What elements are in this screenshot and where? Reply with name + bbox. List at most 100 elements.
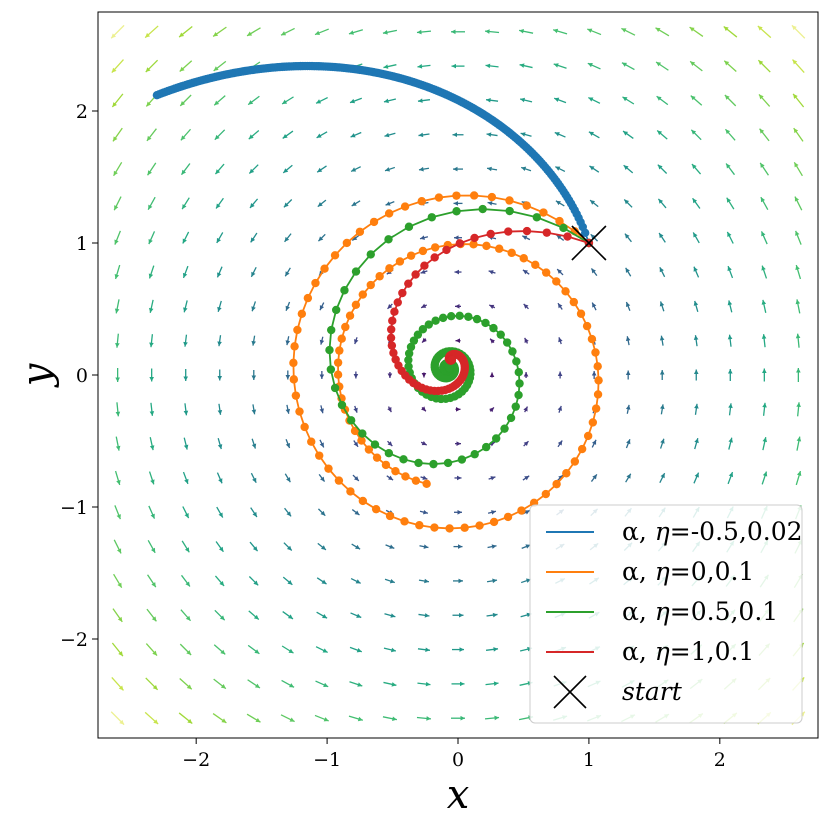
field-arrow (727, 368, 733, 382)
field-arrow (791, 24, 806, 39)
field-arrow (282, 130, 294, 139)
field-arrow (694, 438, 699, 450)
field-arrow (656, 95, 669, 106)
field-arrow (725, 163, 736, 176)
field-arrow (418, 613, 430, 618)
field-arrow (659, 266, 666, 278)
series-point (422, 479, 431, 489)
x-tick-label: 2 (714, 749, 726, 771)
field-arrow (487, 544, 497, 549)
field-arrow (417, 98, 431, 103)
series-point (420, 261, 429, 270)
field-arrow (384, 166, 396, 172)
field-arrow (623, 199, 633, 208)
field-arrow (727, 471, 734, 485)
field-arrow (349, 646, 363, 653)
field-arrow (115, 436, 121, 451)
field-arrow (214, 609, 226, 621)
x-axis-label: x (447, 772, 470, 818)
field-arrow (726, 197, 735, 210)
series-point (491, 434, 501, 443)
field-arrow (420, 269, 428, 274)
field-arrow (656, 129, 668, 140)
field-arrow (660, 404, 665, 415)
field-arrow (484, 715, 500, 721)
field-arrow (621, 62, 635, 71)
field-arrow (383, 98, 397, 104)
series-point (389, 348, 398, 358)
series-point (346, 416, 356, 425)
series-point (442, 245, 451, 255)
series-point (487, 192, 497, 202)
series-point (519, 254, 528, 263)
field-arrow (693, 369, 699, 381)
field-arrow (147, 162, 157, 176)
series-point (415, 521, 424, 530)
field-arrow (659, 369, 665, 381)
field-arrow (724, 94, 737, 107)
field-arrow (555, 200, 565, 207)
field-arrow (148, 471, 155, 485)
series-point (327, 325, 336, 335)
series-point (386, 325, 396, 334)
series-point (333, 370, 343, 379)
series-point (541, 489, 551, 499)
series-point (300, 422, 309, 432)
field-arrow (758, 94, 771, 107)
field-arrow (450, 29, 466, 35)
series-point (514, 390, 523, 400)
field-arrow (521, 235, 531, 241)
field-arrow (552, 28, 568, 35)
field-arrow (420, 440, 428, 446)
series-point (398, 288, 407, 298)
field-arrow (420, 303, 428, 309)
field-arrow (251, 369, 257, 381)
legend-entry: start (553, 675, 683, 709)
series-point (552, 277, 561, 286)
series-point (515, 379, 524, 388)
series-point (577, 444, 587, 454)
legend-label: α, η=0.5,0.1 (622, 597, 778, 626)
series-point (387, 341, 397, 350)
field-arrow (285, 404, 291, 414)
series-point (576, 309, 586, 318)
field-arrow (250, 472, 257, 484)
field-arrow (181, 540, 190, 553)
field-arrow (690, 129, 702, 141)
series-point (409, 336, 419, 345)
series-point (297, 309, 307, 318)
field-arrow (691, 163, 702, 175)
field-arrow (248, 129, 260, 140)
field-arrow (250, 507, 258, 518)
series-point (381, 460, 391, 470)
series-line (156, 65, 590, 244)
field-arrow (281, 679, 295, 688)
series-point (555, 216, 564, 226)
field-arrow (146, 608, 157, 622)
field-arrow (761, 471, 768, 485)
series-point (512, 357, 521, 366)
field-arrow (180, 609, 192, 622)
field-arrow (284, 507, 292, 517)
field-arrow (795, 299, 801, 314)
series-point (414, 458, 423, 468)
series-1 (289, 191, 603, 533)
series-point (366, 250, 375, 259)
field-arrow (385, 544, 395, 549)
field-arrow (216, 232, 224, 244)
field-arrow (757, 59, 771, 73)
field-arrow (147, 540, 156, 554)
field-arrow (557, 405, 563, 413)
series-point (475, 521, 484, 530)
series-point (503, 512, 513, 522)
field-arrow (349, 97, 363, 104)
series-point (395, 257, 405, 266)
legend-label: start (622, 677, 683, 706)
series-point (446, 312, 456, 321)
field-arrow (183, 437, 189, 450)
legend-entry: α, η=0.5,0.1 (546, 597, 778, 626)
series-point (443, 458, 453, 468)
field-arrow (148, 505, 156, 519)
series-point (346, 487, 355, 496)
field-arrow (247, 95, 260, 106)
